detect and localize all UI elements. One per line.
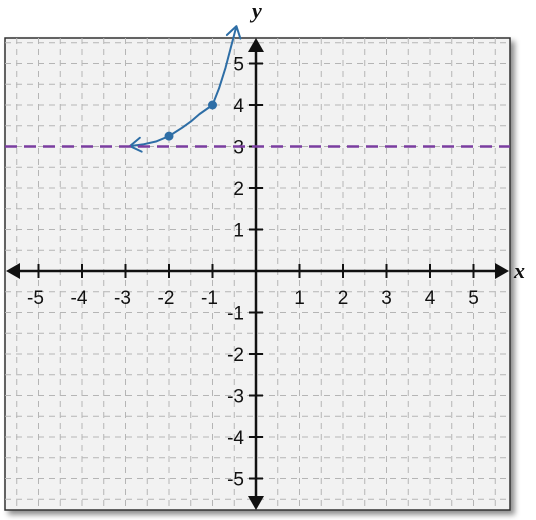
- x-tick-label: 3: [381, 288, 392, 309]
- y-tick-label: 2: [233, 179, 244, 200]
- y-tick-label: 1: [233, 221, 244, 242]
- x-axis-arrow-right: [495, 263, 509, 279]
- curve-arrow-right: [225, 25, 242, 40]
- tick-labels: -5 -4 -3 -2 -1 1 2 3 4 5 -5 -4 -3 -2 -1 1 2 3 4 5: [27, 55, 479, 491]
- x-tick-label: -5: [27, 288, 44, 309]
- y-axis-label: y: [249, 0, 262, 23]
- x-tick-label: 1: [294, 288, 305, 309]
- y-tick-label: -3: [227, 387, 244, 408]
- x-tick-label: -1: [201, 288, 218, 309]
- x-axis-label: x: [513, 258, 525, 283]
- y-tick-label: 5: [233, 55, 244, 76]
- x-axis-arrow-left: [6, 263, 20, 279]
- data-point: [164, 131, 174, 141]
- plot-background: [4, 37, 511, 511]
- y-axis-arrow-down: [248, 496, 264, 510]
- x-tick-label: 5: [468, 288, 479, 309]
- axes: [6, 38, 509, 510]
- x-tick-label: -3: [114, 288, 131, 309]
- y-tick-label: -4: [227, 428, 244, 449]
- x-tick-label: 4: [425, 288, 436, 309]
- y-axis-arrow-up: [248, 38, 264, 52]
- y-tick-label: 4: [233, 96, 244, 117]
- series-layer: [5, 25, 510, 153]
- x-tick-label: -4: [71, 288, 88, 309]
- x-tick-label: -2: [158, 288, 175, 309]
- tick-marks: [37, 62, 475, 480]
- x-tick-label: 2: [338, 288, 349, 309]
- y-tick-label: -2: [227, 345, 244, 366]
- y-tick-label: 3: [233, 138, 244, 159]
- curve-line: [129, 25, 238, 148]
- y-tick-label: -5: [227, 470, 244, 491]
- y-tick-label: -1: [227, 304, 244, 325]
- data-point: [208, 100, 217, 110]
